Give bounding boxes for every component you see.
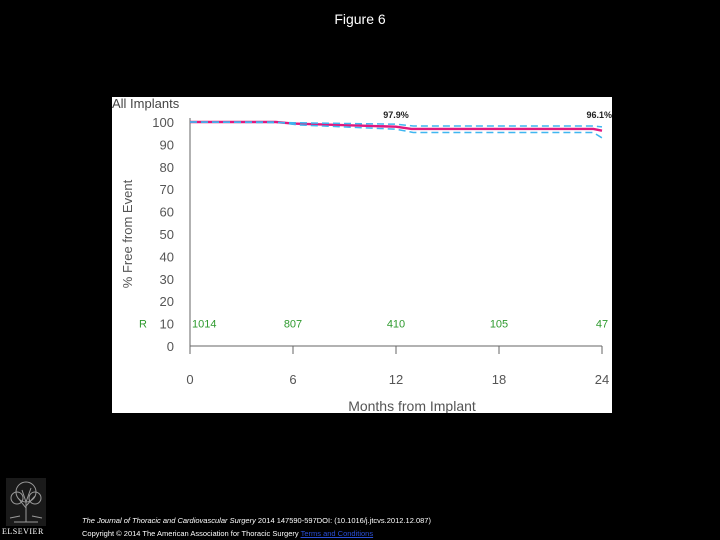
terms-and-conditions-link[interactable]: Terms and Conditions (301, 529, 374, 538)
y-tick-label: 10 (160, 317, 174, 332)
x-tick-label: 12 (389, 372, 403, 387)
at-risk-count: 105 (490, 319, 508, 331)
at-risk-count: 410 (387, 319, 405, 331)
x-axis-title: Months from Implant (348, 398, 476, 413)
survival-curve (190, 122, 602, 131)
y-tick-label: 30 (160, 272, 174, 287)
kaplan-meier-chart: 0 10 20 30 40 50 60 70 80 90 100 0 6 12 18 24 Months fro… (112, 97, 612, 413)
at-risk-label: R (139, 319, 147, 331)
y-tick-label: 70 (160, 182, 174, 197)
x-tick-label: 0 (186, 372, 193, 387)
chart-title: All Implants (112, 97, 180, 111)
y-tick-label: 20 (160, 294, 174, 309)
elsevier-logo-label: ELSEVIER (2, 527, 44, 536)
footer-copyright: Copyright © 2014 The American Associatio… (82, 529, 373, 538)
footer-citation: The Journal of Thoracic and Cardiovascul… (82, 516, 431, 525)
x-tick-label: 24 (595, 372, 609, 387)
y-tick-label: 50 (160, 227, 174, 242)
x-tick-label: 18 (492, 372, 506, 387)
y-tick-label: 0 (167, 339, 174, 354)
journal-name: The Journal of Thoracic and Cardiovascul… (82, 516, 256, 525)
slide-title: Figure 6 (0, 11, 720, 27)
survival-annotation: 96.1% (586, 110, 612, 120)
y-tick-label: 40 (160, 249, 174, 264)
copyright-text: Copyright © 2014 The American Associatio… (82, 529, 301, 538)
y-axis-title: % Free from Event (120, 179, 135, 288)
citation-doi: 2014 147590-597DOI: (10.1016/j.jtcvs.201… (256, 516, 431, 525)
y-tick-label: 90 (160, 137, 174, 152)
figure-panel: 0 10 20 30 40 50 60 70 80 90 100 0 6 12 18 24 Months fro… (112, 97, 612, 413)
y-tick-label: 80 (160, 160, 174, 175)
y-tick-label: 100 (152, 115, 174, 130)
survival-annotation: 97.9% (383, 110, 409, 120)
at-risk-count: 1014 (192, 319, 216, 331)
at-risk-count: 807 (284, 319, 302, 331)
at-risk-count: 47 (596, 319, 608, 331)
x-tick-label: 6 (289, 372, 296, 387)
y-tick-label: 60 (160, 205, 174, 220)
